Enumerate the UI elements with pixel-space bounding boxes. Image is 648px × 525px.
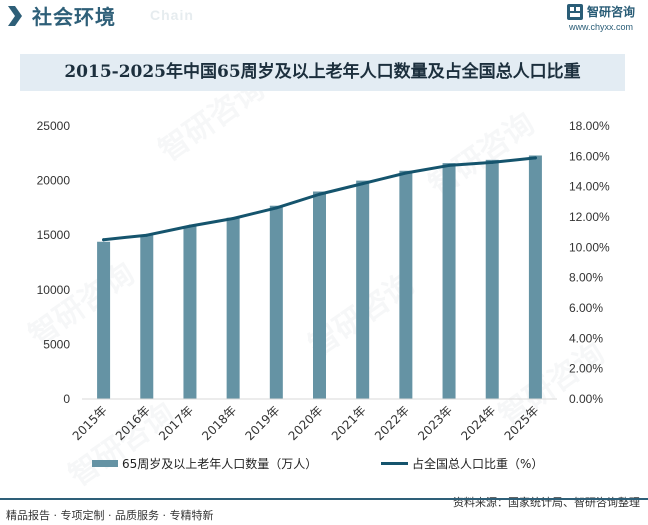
y-right-tick-label: 16.00% [569, 149, 610, 163]
legend-line-label: 占全国总人口比重（%） [412, 457, 544, 471]
x-tick-label: 2025年 [502, 403, 542, 443]
footer-divider [0, 498, 648, 500]
ratio-point [188, 224, 192, 228]
bar [140, 235, 154, 399]
y-right-tick-label: 0.00% [569, 392, 603, 406]
y-left-tick-label: 5000 [43, 337, 70, 351]
y-right-tick-label: 6.00% [569, 301, 603, 315]
ratio-point [274, 206, 278, 210]
ratio-point [318, 192, 321, 196]
y-right-tick-label: 2.00% [569, 362, 603, 376]
chart-title: 2015-2025年中国65周岁及以上老年人口数量及占全国总人口比重 [20, 54, 625, 91]
legend-item-line: 占全国总人口比重（%） [381, 455, 543, 472]
section-title: 社会环境 [32, 5, 116, 29]
y-right-tick-label: 4.00% [569, 331, 603, 345]
ratio-point [102, 238, 106, 242]
y-right-tick-label: 18.00% [569, 119, 610, 133]
legend-line-swatch [381, 462, 408, 465]
x-tick-label: 2018年 [199, 403, 239, 443]
bar [528, 155, 542, 399]
x-tick-label: 2024年 [458, 403, 498, 443]
y-right-tick-label: 14.00% [569, 180, 610, 194]
bar [356, 180, 370, 399]
footer-tagline: 精品报告 · 专项定制 · 品质服务 · 专精特新 [6, 509, 214, 522]
x-tick-label: 2022年 [372, 403, 412, 443]
x-tick-label: 2015年 [70, 403, 110, 443]
x-tick-label: 2017年 [156, 403, 196, 443]
bar [399, 170, 413, 399]
y-left-tick-label: 10000 [37, 283, 71, 297]
ratio-point [490, 160, 494, 164]
source-note: 资料来源：国家统计局、智研咨询整理 [453, 496, 640, 509]
legend-bar-swatch [92, 460, 118, 467]
brand-url: www.chyxx.com [569, 22, 634, 32]
bar [485, 159, 499, 399]
ratio-point [145, 233, 149, 237]
legend: 65周岁及以上老年人口数量（万人） 占全国总人口比重（%） [0, 455, 648, 475]
bar [97, 241, 111, 399]
bar [442, 163, 456, 399]
legend-item-bar: 65周岁及以上老年人口数量（万人） [92, 455, 317, 472]
brand-name: 智研咨询 [587, 5, 636, 19]
ratio-point [533, 156, 537, 160]
chart: 0 5000 10000 15000 20000 25000 0.00% 2.00% 4.00%… [37, 119, 610, 443]
x-tick-label: 2020年 [286, 403, 326, 443]
ratio-point [447, 163, 451, 167]
y-right-tick-label: 10.00% [569, 240, 610, 254]
section-marker-icon [8, 6, 22, 26]
ratio-point [361, 182, 365, 186]
y-right-tick-label: 12.00% [569, 210, 610, 224]
y-right-tick-label: 8.00% [569, 271, 603, 285]
brand-logo-icon [567, 4, 583, 20]
header: 社会环境 Chain 智研咨询 www.chyxx.com [0, 0, 648, 34]
y-left-tick-label: 15000 [37, 228, 71, 242]
bar [226, 217, 240, 399]
y-left-tick-label: 20000 [37, 174, 71, 188]
section-subtitle: Chain [150, 7, 194, 23]
bar [269, 205, 283, 399]
ratio-point [231, 217, 235, 221]
ratio-point [404, 171, 408, 175]
x-tick-label: 2023年 [415, 403, 455, 443]
bar [313, 191, 326, 399]
bar [183, 226, 197, 399]
x-tick-label: 2021年 [329, 403, 369, 443]
x-tick-label: 2016年 [113, 403, 153, 443]
legend-bar-label: 65周岁及以上老年人口数量（万人） [122, 457, 318, 471]
x-tick-label: 2019年 [242, 403, 282, 443]
y-left-tick-label: 0 [63, 392, 70, 406]
y-left-tick-label: 25000 [37, 119, 71, 133]
